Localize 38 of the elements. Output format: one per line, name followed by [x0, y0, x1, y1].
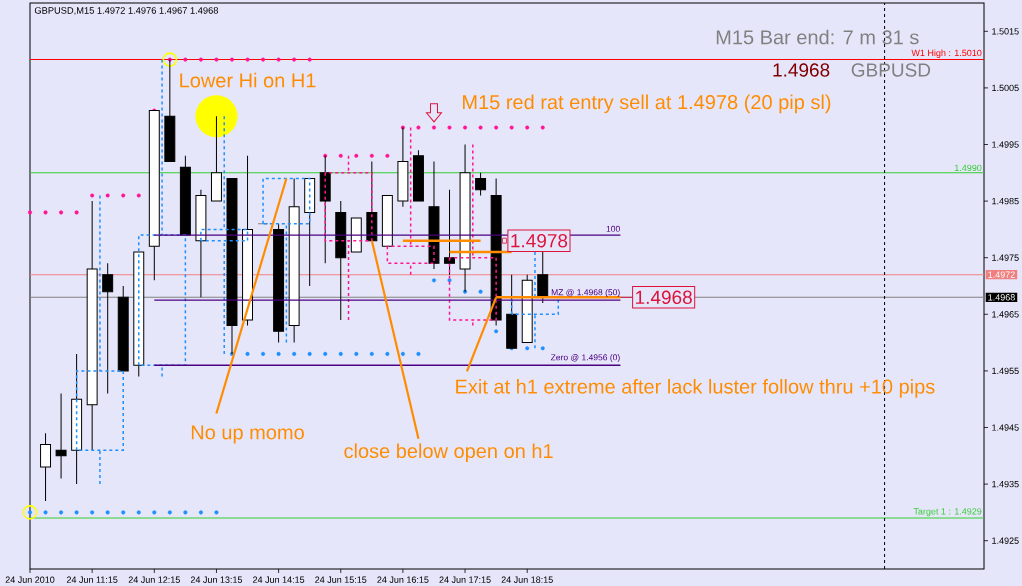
x-tick-label: 24 Jun 13:15	[190, 576, 243, 583]
y-tick-label: 1.4965	[992, 311, 1019, 318]
annotation: 1.4978	[511, 233, 568, 248]
x-tick-label: 24 Jun 18:15	[501, 576, 553, 583]
y-tick-label: 1.4995	[992, 141, 1019, 148]
annotation: 1.4968	[773, 63, 830, 77]
y-tick-label: 1.4975	[992, 254, 1019, 261]
ref-line-label: W1 High : 1.5010	[911, 49, 982, 58]
x-tick-label: 24 Jun 11:15	[66, 576, 118, 583]
y-tick-label: 1.4935	[992, 480, 1019, 488]
ref-line-label: 1.4990	[954, 164, 982, 172]
chart-title: GBPUSD,M15 1.4972 1.4976 1.4967 1.4968	[34, 7, 219, 15]
x-tick-label: 24 Jun 12:15	[128, 576, 180, 583]
annotation: close below open on h1	[344, 443, 553, 463]
y-tick-label: 1.4955	[992, 367, 1019, 375]
annotation: M15 red rat entry sell at 1.4978 (20 pip sl)	[463, 94, 831, 114]
annotation: Exit at h1 extreme after lack luster follow thru +10 pips	[456, 379, 935, 398]
annotation: No up momo	[191, 425, 304, 444]
ref-line-label: Target 1 : 1.4929	[913, 508, 982, 517]
y-tick-label: 1.4945	[992, 424, 1019, 431]
y-tick-label: 1.4985	[992, 197, 1019, 205]
x-tick-label: 24 Jun 2010	[5, 576, 55, 583]
y-tick-label: 1.5015	[992, 28, 1019, 35]
series-label: MZ @ 1.4968 (50)	[551, 289, 620, 297]
series-label: Zero @ 1.4956 (0)	[550, 354, 620, 363]
x-tick-label: 24 Jun 16:15	[377, 576, 429, 583]
annotation: GBPUSD	[851, 63, 931, 77]
x-tick-label: 24 Jun 15:15	[315, 576, 367, 583]
annotation: 1.4968	[636, 290, 692, 305]
annotation: M15 Bar end: 7 m 31 s	[716, 29, 919, 45]
y-tick-label: 1.5005	[992, 84, 1019, 92]
x-tick-label: 24 Jun 17:15	[439, 576, 491, 583]
ref-line-label: 1.4968	[988, 294, 1015, 301]
series-label: 100	[606, 225, 620, 232]
x-tick-label: 24 Jun 14:15	[253, 576, 305, 583]
ref-line-label: 1.4972	[988, 271, 1015, 278]
annotation: Lower Hi on H1	[180, 72, 316, 88]
y-tick-label: 1.4925	[992, 537, 1019, 544]
